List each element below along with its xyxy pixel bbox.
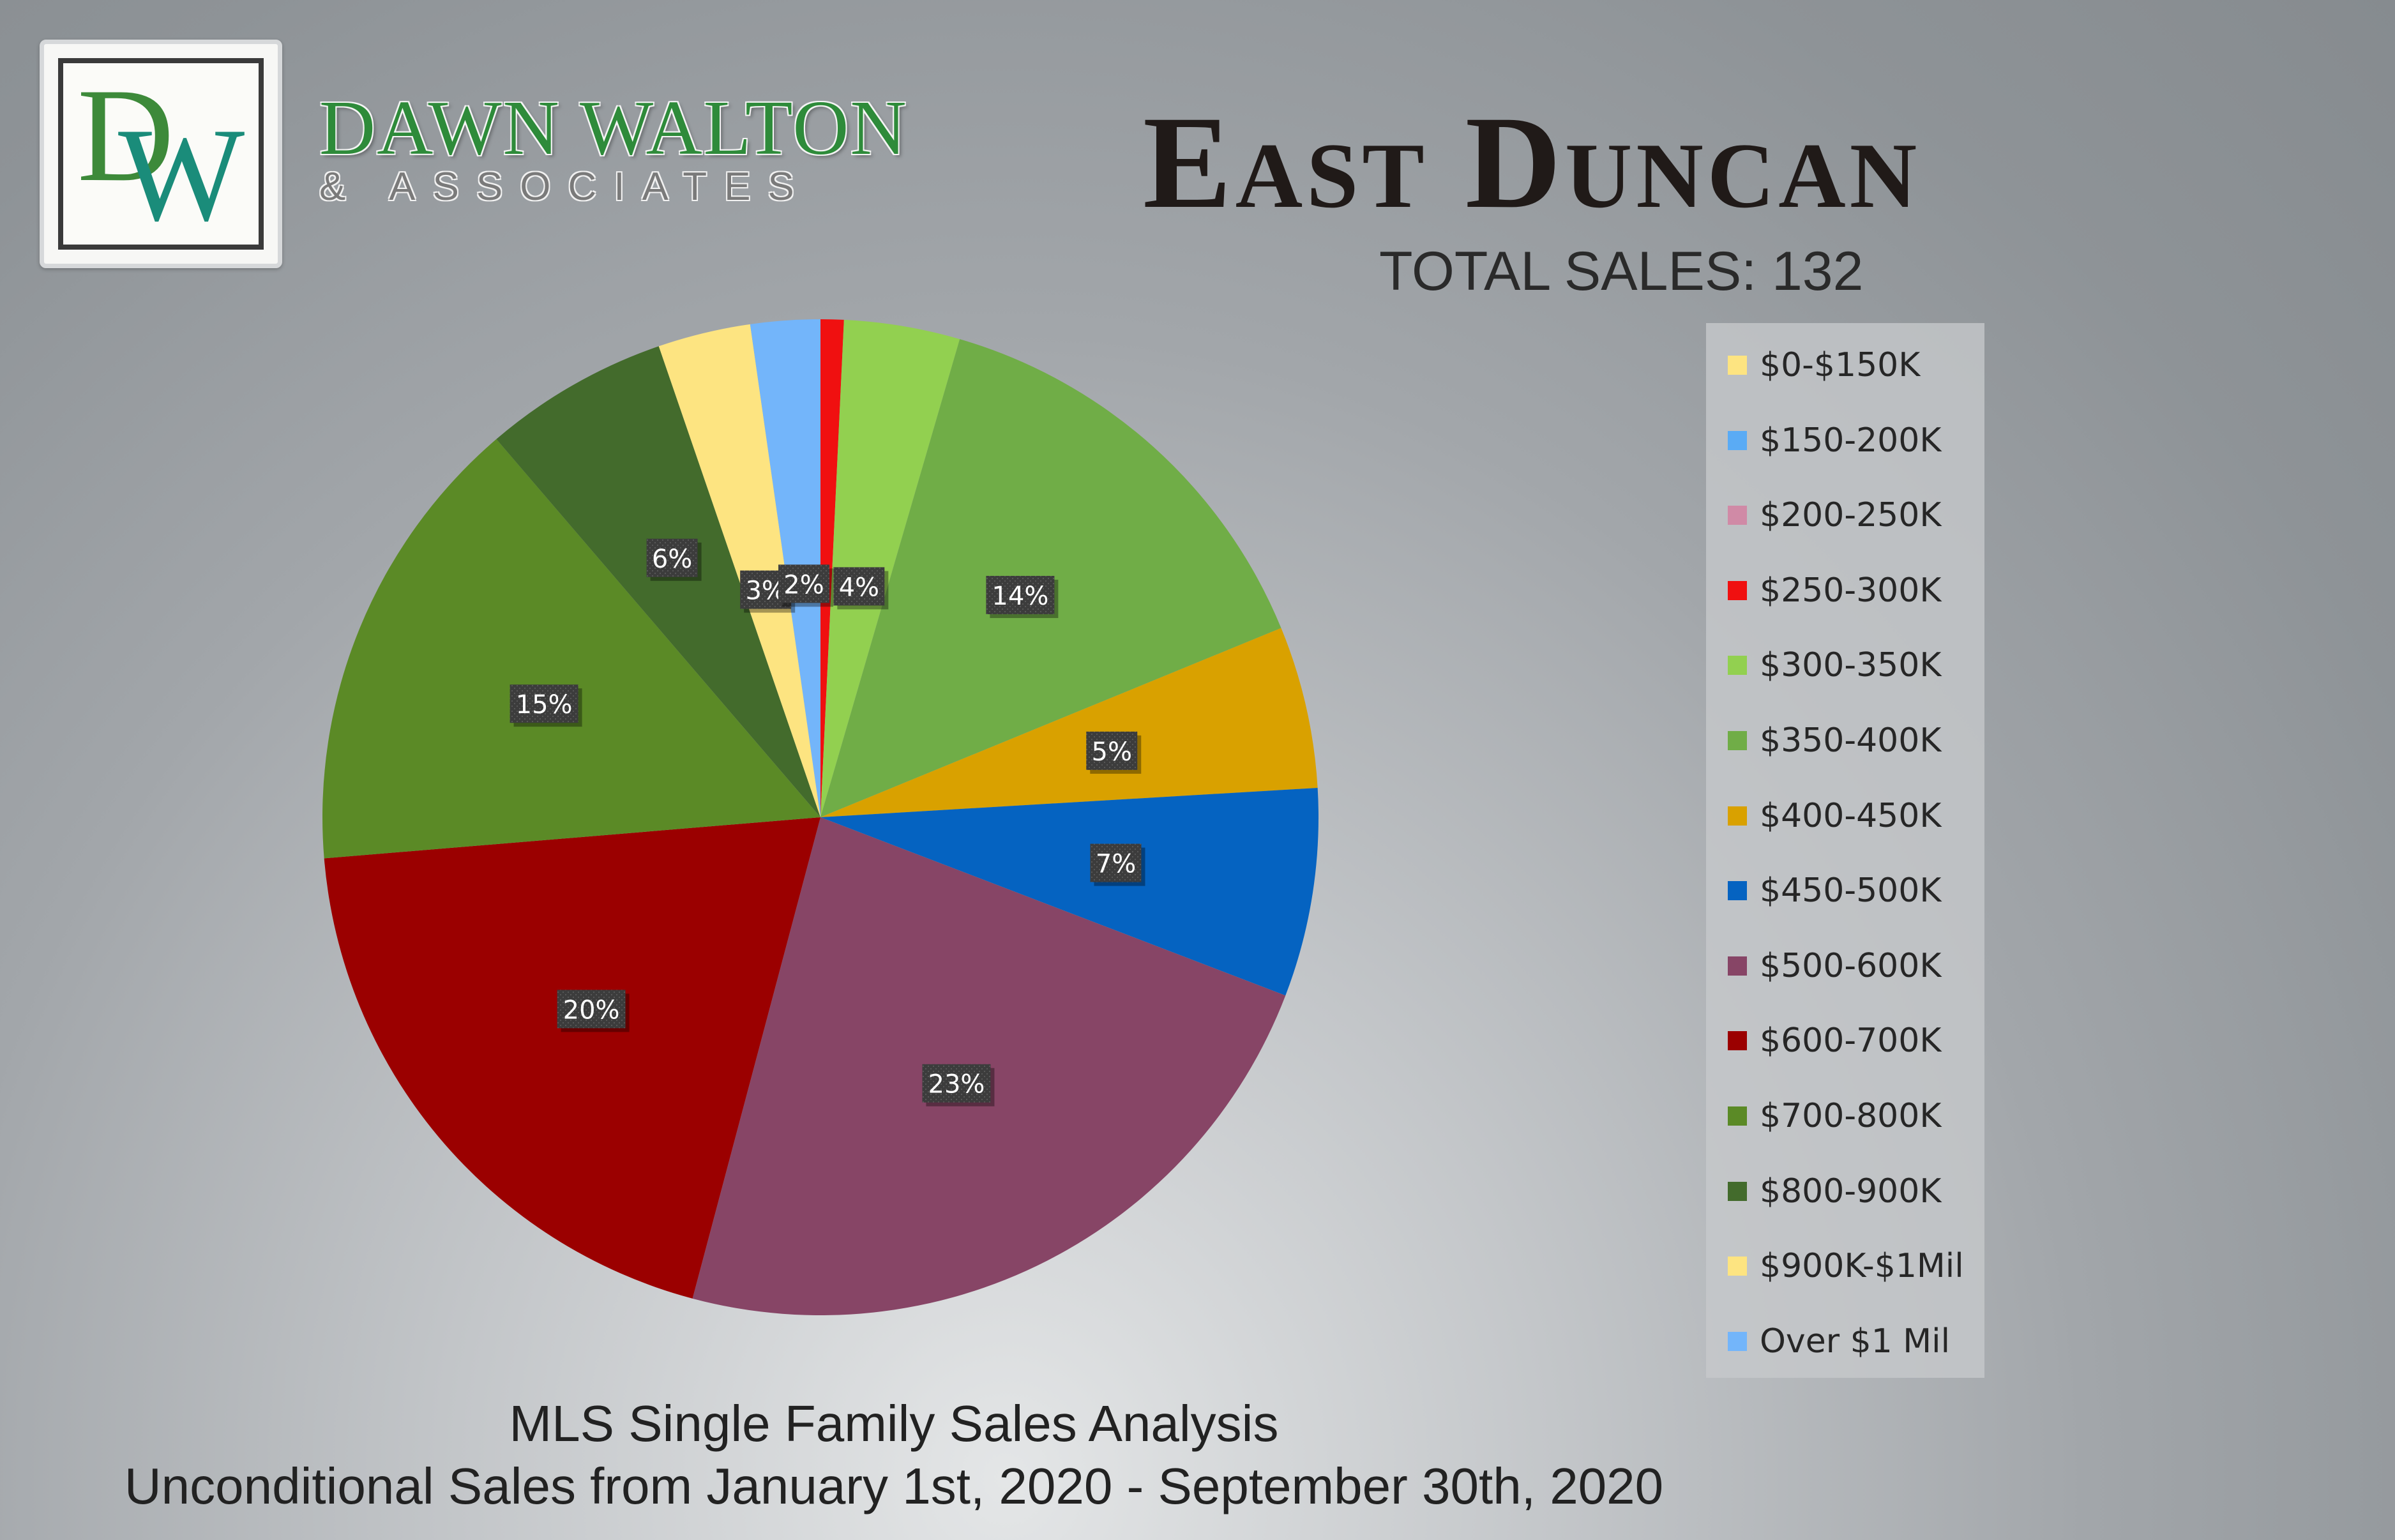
- svg-text:23%: 23%: [928, 1070, 985, 1099]
- logo-frame: D W: [58, 58, 264, 250]
- legend-swatch: [1728, 430, 1747, 450]
- legend-swatch: [1728, 806, 1747, 826]
- pie-slice-700-800k: [322, 439, 820, 859]
- svg-text:2%: 2%: [783, 570, 824, 600]
- legend-item-200-250k: $200-250K: [1728, 490, 1941, 541]
- brand-subtitle: & ASSOCIATES: [319, 165, 812, 209]
- data-label-700-800k: 15%: [510, 684, 582, 727]
- total-sales: TOTAL SALES: 132: [1379, 241, 1864, 302]
- pie-slice-900k-1mil: [658, 324, 820, 817]
- legend-item-300-350k: $300-350K: [1728, 640, 1941, 691]
- svg-text:6%: 6%: [652, 545, 692, 574]
- legend-item-900k-1mil: $900K-$1Mil: [1728, 1241, 1964, 1292]
- svg-text:14%: 14%: [992, 582, 1048, 611]
- pie-slice-450-500k: [820, 787, 1318, 996]
- legend-swatch: [1728, 656, 1747, 676]
- legend-item-150-200k: $150-200K: [1728, 415, 1941, 466]
- brand-name: DAWN WALTON: [319, 85, 908, 171]
- pie-slice-600-700k: [324, 817, 821, 1299]
- pie-slice-250-300k: [820, 319, 844, 817]
- legend-item-0-150k: $0-$150K: [1728, 340, 1920, 391]
- logo-letter-w: W: [118, 101, 245, 249]
- svg-text:4%: 4%: [839, 573, 879, 602]
- legend-item-450-500k: $450-500K: [1728, 865, 1941, 916]
- legend-label: $450-500K: [1760, 872, 1942, 910]
- legend-item-350-400k: $350-400K: [1728, 715, 1941, 766]
- legend-item-700-800k: $700-800K: [1728, 1091, 1941, 1142]
- svg-text:20%: 20%: [563, 995, 620, 1025]
- legend-label: $700-800K: [1760, 1097, 1942, 1135]
- chart-legend: $0-$150K $150-200K $200-250K $250-300K $300-…: [1706, 323, 1984, 1378]
- legend-label: $500-600K: [1760, 946, 1942, 985]
- legend-swatch: [1728, 731, 1747, 750]
- legend-item-800-900k: $800-900K: [1728, 1166, 1941, 1217]
- legend-label: $0-$150K: [1760, 346, 1921, 384]
- brand-logo: D W: [40, 40, 282, 268]
- data-label-450-500k: 7%: [1090, 843, 1145, 886]
- data-label-over-1-mil: 2%: [778, 564, 834, 607]
- legend-item-400-450k: $400-450K: [1728, 790, 1941, 842]
- legend-swatch: [1728, 1031, 1747, 1051]
- legend-label: $600-700K: [1760, 1022, 1942, 1061]
- legend-label: $300-350K: [1760, 646, 1942, 685]
- legend-item-250-300k: $250-300K: [1728, 565, 1941, 616]
- legend-label: $800-900K: [1760, 1172, 1942, 1211]
- legend-item-over-1-mil: Over $1 Mil: [1728, 1316, 1950, 1367]
- legend-label: $200-250K: [1760, 496, 1942, 535]
- footer-date-range: Unconditional Sales from January 1st, 20…: [124, 1458, 1664, 1514]
- svg-text:15%: 15%: [516, 690, 573, 720]
- footer-heading: MLS Single Family Sales Analysis: [509, 1395, 1279, 1452]
- legend-label: $350-400K: [1760, 721, 1942, 760]
- data-label-800-900k: 6%: [646, 538, 702, 581]
- legend-swatch: [1728, 506, 1747, 525]
- data-label-600-700k: 20%: [557, 990, 630, 1032]
- legend-swatch: [1728, 881, 1747, 901]
- chart-title: East Duncan: [1143, 89, 1921, 236]
- legend-swatch: [1728, 1257, 1747, 1276]
- logo-letter-d: D: [77, 61, 174, 209]
- data-label-400-450k: 5%: [1086, 731, 1142, 774]
- legend-swatch: [1728, 1181, 1747, 1201]
- pie-slice-300-350k: [820, 319, 960, 817]
- pie-slice-800-900k: [496, 346, 820, 817]
- legend-swatch: [1728, 1331, 1747, 1351]
- data-label-300-350k: 4%: [833, 567, 889, 610]
- legend-label: $400-450K: [1760, 796, 1942, 835]
- legend-swatch: [1728, 1106, 1747, 1126]
- pie-slice-400-450k: [820, 628, 1318, 817]
- legend-label: $250-300K: [1760, 571, 1942, 610]
- svg-text:5%: 5%: [1092, 737, 1132, 767]
- svg-text:7%: 7%: [1096, 850, 1136, 879]
- legend-item-500-600k: $500-600K: [1728, 940, 1941, 992]
- legend-swatch: [1728, 356, 1747, 375]
- legend-label: Over $1 Mil: [1760, 1322, 1951, 1361]
- data-label-500-600k: 23%: [922, 1064, 995, 1106]
- legend-label: $900K-$1Mil: [1760, 1247, 1964, 1286]
- legend-label: $150-200K: [1760, 421, 1942, 460]
- legend-item-600-700k: $600-700K: [1728, 1015, 1941, 1066]
- legend-swatch: [1728, 956, 1747, 976]
- legend-swatch: [1728, 580, 1747, 600]
- data-label-350-400k: 14%: [986, 575, 1059, 618]
